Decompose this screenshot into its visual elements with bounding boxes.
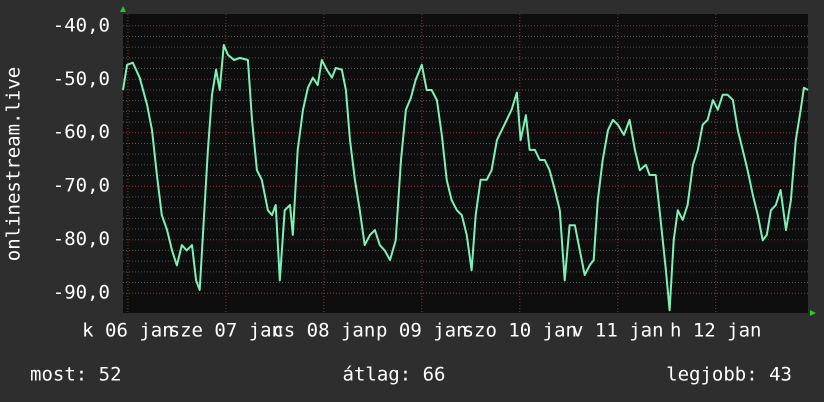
x-tick-label: v 11 jan [572, 320, 664, 342]
axis-arrow [120, 6, 126, 12]
y-tick-label: -70,0 [53, 175, 110, 197]
y-tick-label: -80,0 [53, 228, 110, 250]
stat-average: átlag: 66 [343, 364, 446, 386]
plot-area [123, 14, 808, 313]
stat-best: legjobb: 43 [666, 364, 792, 386]
x-tick-label: szo 10 jan [463, 320, 577, 342]
marks [122, 44, 809, 312]
y-tick-label: -60,0 [53, 121, 110, 143]
x-tick-label: cs 08 jan [272, 320, 375, 342]
x-tick-label: p 09 jan [376, 320, 468, 342]
x-tick-label: k 06 jan [82, 320, 174, 342]
axis-arrow [810, 310, 816, 316]
stat-current: most: 52 [30, 364, 122, 386]
y-tick-label: -90,0 [53, 282, 110, 304]
x-tick-label: h 12 jan [670, 320, 762, 342]
y-tick-label: -50,0 [53, 68, 110, 90]
x-tick-label: sze 07 jan [169, 320, 283, 342]
y-axis-label: onlinestream.live [3, 67, 25, 261]
series-line [122, 44, 809, 312]
y-tick-label: -40,0 [53, 14, 110, 36]
